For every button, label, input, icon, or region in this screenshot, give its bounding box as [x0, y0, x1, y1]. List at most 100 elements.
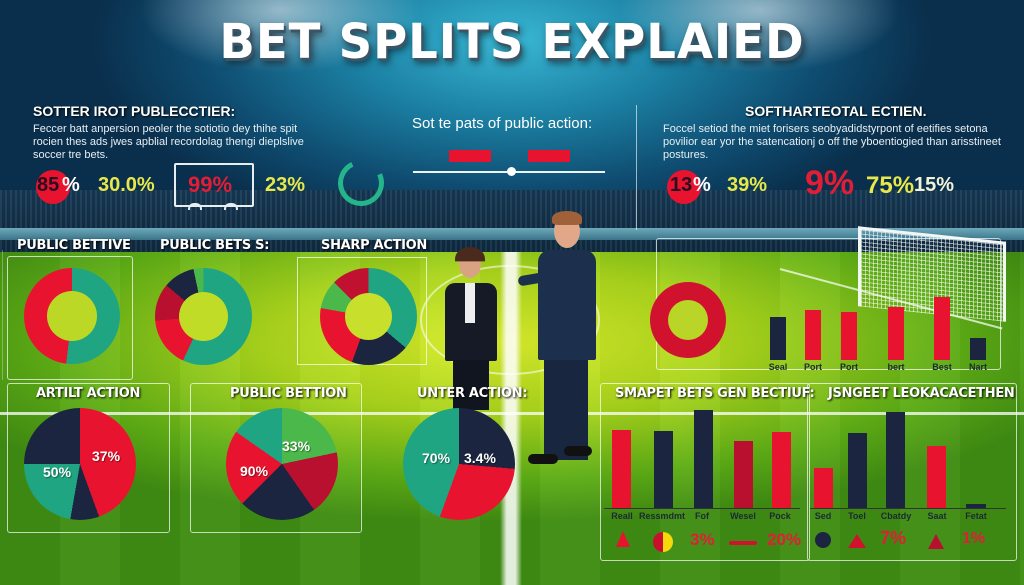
pie-label: 70% — [422, 450, 451, 466]
bar-label: bert — [887, 362, 905, 372]
pie-label: 90% — [240, 463, 269, 479]
section-label-unter-action: UNTER ACTION: — [417, 386, 528, 401]
footer-stat: 3% — [690, 530, 715, 549]
donut-hole — [668, 300, 708, 340]
bar-label: Pock — [769, 511, 791, 521]
bar — [966, 504, 986, 508]
stat-value: 23% — [265, 174, 306, 196]
bar-axis — [810, 508, 1006, 509]
stat-value: 15% — [914, 174, 955, 196]
goal-frame-foot — [188, 203, 202, 210]
bar-label: Nart — [968, 362, 987, 372]
stat-value: 13 — [670, 174, 693, 196]
top-left-heading: SOTTER IROT PUBLECCTIER: — [33, 103, 236, 119]
pie-label: 37% — [92, 448, 121, 464]
bar — [841, 312, 857, 360]
bar-axis — [604, 508, 800, 509]
bar-label: Seal — [768, 362, 788, 372]
stat-value: 85 — [37, 174, 60, 196]
stat-value: 75% — [866, 172, 915, 199]
bar — [886, 412, 905, 508]
red-triangle-icon — [848, 534, 866, 548]
pie-label: 3.4% — [464, 450, 496, 466]
stat-bubble — [36, 170, 70, 204]
top-center-heading: Sot te pats of public action: — [412, 115, 593, 132]
stat-value: 39% — [727, 174, 768, 196]
footer-stat: 1% — [962, 530, 986, 547]
pie-chart-unter-action — [403, 408, 515, 520]
bar — [770, 317, 786, 360]
bar-label: Best — [932, 362, 952, 372]
bar-label: Port — [840, 362, 858, 372]
chart-panel — [7, 383, 170, 533]
stadium-rail — [0, 228, 1024, 240]
section-label-smapet-bets: SMAPET BETS GEN BECTIUF: — [615, 386, 815, 401]
bar-label: Saat — [927, 511, 947, 521]
page-title: BET SPLITS EXPLAIED — [219, 14, 805, 70]
pie-label: 50% — [43, 464, 72, 480]
pie-label: 33% — [282, 438, 311, 454]
bar — [734, 441, 753, 508]
footer-stat: 20% — [767, 530, 802, 549]
vertical-divider — [2, 250, 3, 380]
stat-suffix: % — [62, 174, 80, 196]
range-slider-thumb — [507, 167, 516, 176]
bar — [934, 297, 950, 360]
range-bar-left — [449, 150, 491, 162]
stat-value: 9% — [805, 164, 855, 202]
navy-circle-icon — [815, 532, 831, 548]
stat-value: 30.0% — [98, 174, 155, 196]
bar-label: Ressmdmt — [639, 511, 686, 521]
bar-label: Fof — [695, 511, 709, 521]
stadium-crowd-background — [0, 190, 1024, 260]
bar — [654, 431, 673, 508]
donut-hole — [179, 292, 228, 341]
donut-hole — [345, 293, 392, 340]
goal-frame-icon — [174, 163, 254, 207]
top-left-paragraph: Feccer batt anpersion peoler the sotioti… — [33, 123, 304, 161]
chart-panel — [190, 383, 362, 533]
stat-bubble — [667, 170, 701, 204]
bar — [848, 433, 867, 508]
bar-label: Toel — [848, 511, 866, 521]
bar-label: Wesel — [730, 511, 756, 521]
bar — [927, 446, 946, 508]
donut-hole — [47, 291, 97, 341]
vertical-divider — [636, 105, 637, 230]
bar-chart-jsngeet — [812, 404, 1012, 508]
section-label-sharp-action: SHARP ACTION — [321, 238, 428, 253]
bar — [612, 430, 631, 508]
layered-triangle-icon — [616, 531, 630, 547]
wave-icon — [729, 541, 757, 545]
section-label-jsngeet: JSNGEET LEOKACACETHEN — [828, 386, 1015, 401]
bar — [772, 432, 791, 508]
pie-chart-artilt-action — [24, 408, 136, 520]
bar — [805, 310, 821, 360]
chart-panel — [807, 383, 1017, 561]
bar-label: Sed — [814, 511, 832, 521]
bar — [814, 468, 833, 508]
goal-frame-foot — [224, 203, 238, 210]
bar-label: Cbatdy — [880, 511, 912, 521]
stat-value: 99% — [188, 172, 233, 197]
top-right-heading: SOFTHARTEOTAL ECTIEN. — [745, 103, 927, 119]
bar — [694, 410, 713, 508]
pie-chart-public-bettion — [226, 408, 338, 520]
bar-chart-smapet-bets — [608, 404, 808, 508]
section-label-artilt-action: ARTILT ACTION — [36, 386, 141, 401]
bar-chart-top-right — [760, 290, 1000, 360]
field-center-arc — [420, 265, 600, 375]
range-bar-right — [528, 150, 570, 162]
section-label-public-bettion: PUBLIC BETTION — [230, 386, 347, 401]
footer-stat: 7% — [880, 528, 907, 548]
bar-label: Reall — [611, 511, 633, 521]
bar — [970, 338, 986, 360]
figure-icon — [928, 534, 944, 549]
chart-panel — [600, 383, 810, 561]
stat-suffix: % — [693, 174, 711, 196]
chart-panel — [7, 256, 133, 380]
half-circle-icon — [653, 532, 673, 552]
bar-label: Port — [804, 362, 822, 372]
section-label-public-bettive: PUBLIC BETTIVE — [17, 238, 131, 253]
section-label-public-bets: PUBLIC BETS S: — [160, 238, 270, 253]
